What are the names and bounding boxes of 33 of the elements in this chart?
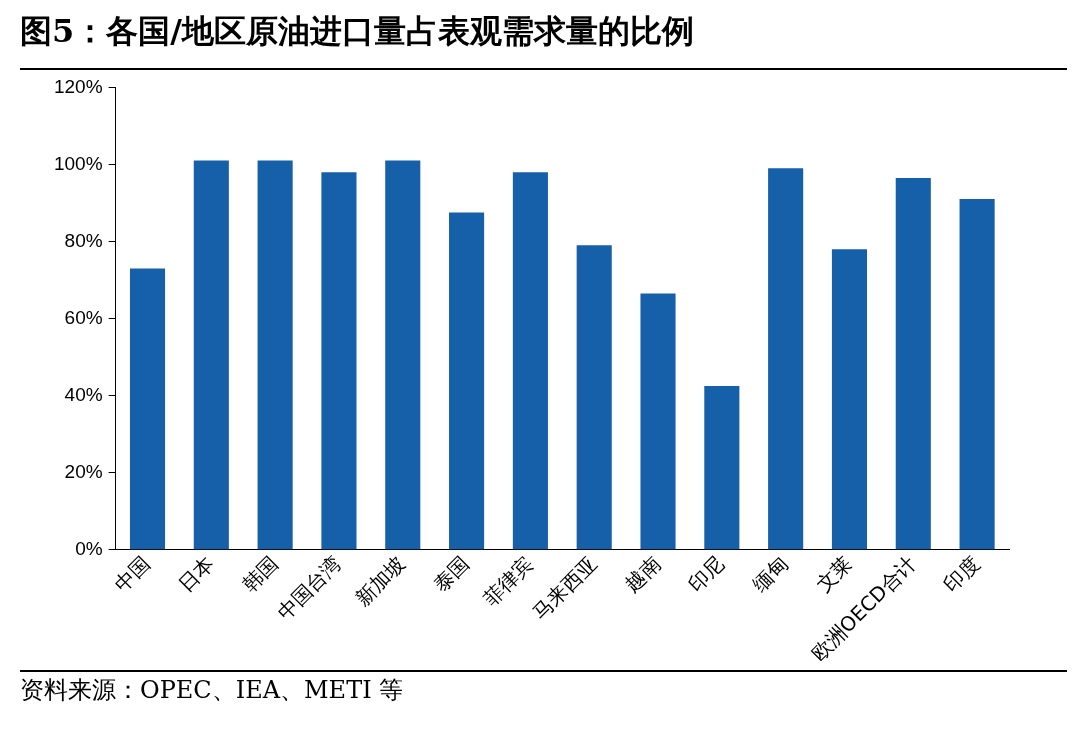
y-tick-label: 80% — [64, 229, 103, 251]
y-tick-label: 40% — [64, 383, 103, 405]
y-tick-label: 0% — [75, 537, 103, 559]
y-tick-label: 60% — [64, 306, 103, 328]
bar — [704, 385, 740, 550]
text: 资料来源：OPEC、IEA、METI 等 — [19, 675, 405, 706]
bar — [768, 168, 804, 550]
y-tick-label: 100% — [53, 152, 103, 174]
bar — [959, 199, 995, 550]
bar — [129, 268, 166, 550]
bar — [512, 172, 548, 550]
x-tick-label: 缅甸 — [747, 551, 793, 597]
bar — [321, 172, 357, 550]
x-tick-label: 韩国 — [237, 551, 283, 597]
y-tick-label: 20% — [64, 460, 103, 482]
bar — [640, 293, 676, 550]
bar — [449, 212, 485, 550]
bar — [831, 249, 868, 550]
chart-title: 图5：各国/地区原油进口量占表观需求量的比例 — [19, 11, 695, 52]
x-tick-label: 印度 — [939, 551, 985, 597]
x-tick-label: 泰国 — [428, 551, 474, 597]
bar — [385, 160, 421, 550]
y-tick-label: 120% — [53, 75, 103, 97]
x-tick-label: 新加坡 — [350, 551, 410, 611]
bar — [576, 245, 612, 550]
x-tick-label: 日本 — [173, 551, 219, 597]
x-tick-label: 中国 — [109, 551, 155, 597]
bar — [257, 160, 293, 550]
x-tick-label: 越南 — [619, 551, 666, 597]
bar — [895, 177, 931, 550]
x-tick-label: 文莱 — [811, 551, 857, 597]
x-tick-label: 印尼 — [683, 551, 730, 597]
bar — [193, 160, 229, 550]
